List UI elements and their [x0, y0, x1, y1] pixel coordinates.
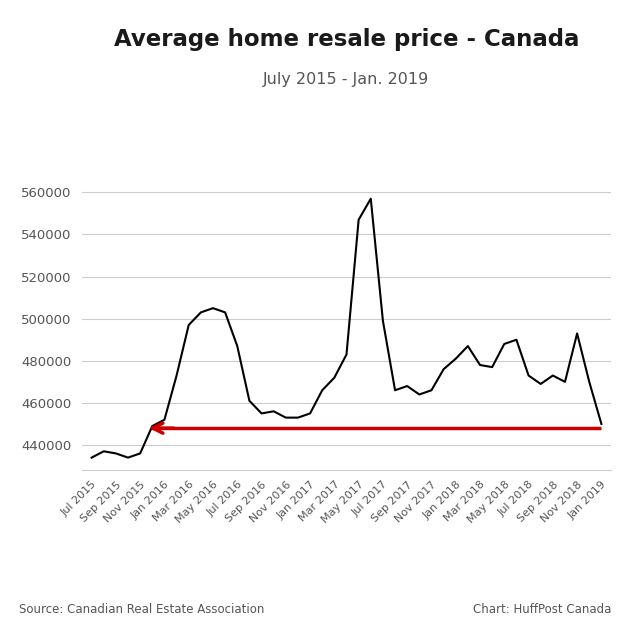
Text: Source: Canadian Real Estate Association: Source: Canadian Real Estate Association — [19, 603, 264, 616]
Text: Chart: HuffPost Canada: Chart: HuffPost Canada — [472, 603, 611, 616]
Text: July 2015 - Jan. 2019: July 2015 - Jan. 2019 — [263, 72, 430, 87]
Text: Average home resale price - Canada: Average home resale price - Canada — [114, 28, 579, 51]
